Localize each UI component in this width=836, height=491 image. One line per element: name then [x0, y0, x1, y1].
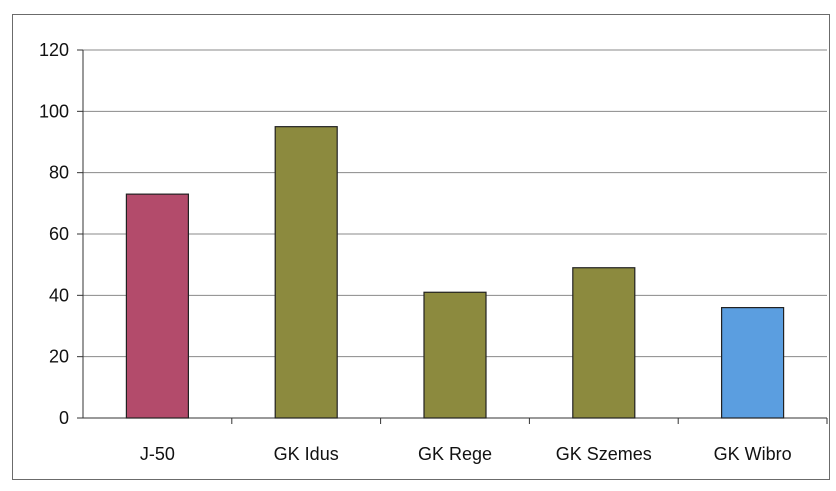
y-tick-label: 40: [49, 285, 69, 305]
y-tick-label: 60: [49, 224, 69, 244]
bar: [125, 193, 190, 419]
y-tick-label: 80: [49, 163, 69, 183]
bar: [720, 307, 785, 419]
bar: [274, 126, 338, 419]
chart-frame: 0 20 40 60 80 100 120 J-50 GK Idus GK Rege GK Sze…: [12, 14, 830, 480]
y-tick-label: 0: [59, 408, 69, 428]
x-tick-label: GK Rege: [418, 444, 492, 464]
y-tick-label: 100: [39, 101, 69, 121]
bars: [125, 126, 785, 419]
bar: [572, 267, 636, 419]
y-tick-label: 20: [49, 347, 69, 367]
x-tick-label: GK Wibro: [714, 444, 792, 464]
y-tick-label: 120: [39, 40, 69, 60]
x-tick-label: J-50: [140, 444, 175, 464]
x-tick-label: GK Szemes: [556, 444, 652, 464]
x-tick-labels: J-50 GK Idus GK Rege GK Szemes GK Wibro: [140, 444, 792, 464]
y-tick-labels: 0 20 40 60 80 100 120: [39, 40, 69, 428]
grid-lines: [77, 49, 827, 419]
bar: [423, 291, 487, 419]
x-tick-label: GK Idus: [274, 444, 339, 464]
bar-chart: 0 20 40 60 80 100 120 J-50 GK Idus GK Rege GK Sze…: [39, 40, 828, 464]
